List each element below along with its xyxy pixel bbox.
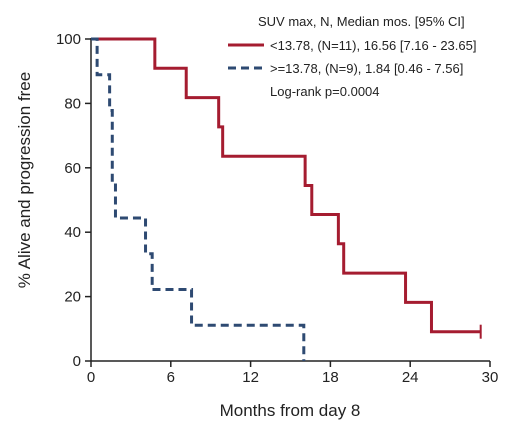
y-tick-label: 100 [56,31,81,48]
y-tick-label: 60 [64,160,81,177]
series-line-1 [91,37,481,334]
x-tick-label: 6 [167,369,175,386]
x-tick-label: 30 [482,369,499,386]
legend-label-series-2: >=13.78, (N=9), 1.84 [0.46 - 7.56] [270,61,463,76]
log-rank-annotation: Log-rank p=0.0004 [270,84,380,99]
survival-curves [91,37,482,361]
x-tick-label: 12 [242,369,259,386]
y-axis-label: % Alive and progression free [15,72,34,288]
x-tick-label: 0 [87,369,95,386]
x-tick-label: 24 [402,369,419,386]
y-tick-label: 20 [64,289,81,306]
legend: SUV max, N, Median mos. [95% CI] <13.78,… [228,14,476,99]
y-tick-label: 80 [64,95,81,112]
series-line-2 [91,37,306,361]
x-axis-label: Months from day 8 [220,401,361,420]
x-tick-label: 18 [322,369,339,386]
legend-title: SUV max, N, Median mos. [95% CI] [258,14,465,29]
legend-label-series-1: <13.78, (N=11), 16.56 [7.16 - 23.65] [270,38,476,53]
axes: 0 6 12 18 24 30 0 20 40 60 80 100 [56,31,498,386]
y-tick-label: 40 [64,224,81,241]
y-tick-label: 0 [73,353,81,370]
